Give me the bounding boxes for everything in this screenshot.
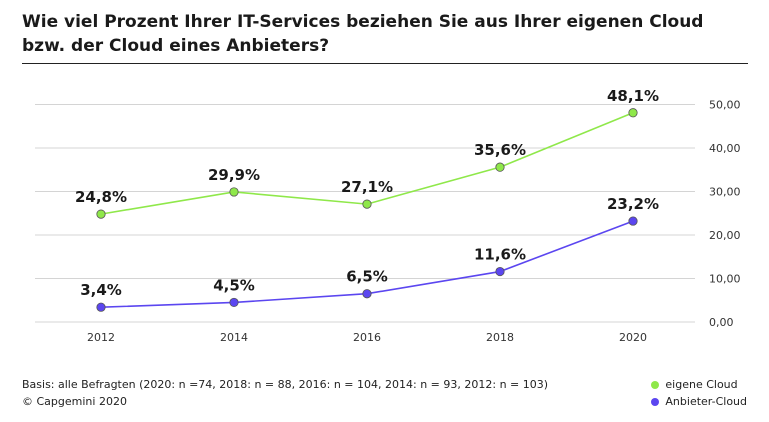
legend-item-anbieter-cloud: Anbieter-Cloud (651, 393, 747, 410)
y-tick-label: 20,00 (709, 229, 741, 242)
data-label: 48,1% (607, 87, 659, 105)
x-tick-label: 2020 (619, 331, 647, 344)
y-axis-ticks: 0,00 10,00 20,00 30,00 40,00 50,00 (709, 99, 741, 330)
data-point (495, 266, 505, 277)
gridlines (35, 104, 695, 323)
data-point (362, 289, 372, 299)
data-point (362, 199, 372, 209)
data-label: 35,6% (474, 141, 526, 159)
y-tick-label: 10,00 (709, 273, 741, 286)
y-tick-label: 0,00 (709, 316, 734, 329)
data-label: 11,6% (474, 246, 526, 264)
legend-label-eigene-cloud: eigene Cloud (665, 378, 738, 391)
copyright-note: © Capgemini 2020 (22, 395, 127, 408)
x-tick-label: 2014 (220, 331, 248, 344)
data-label: 29,9% (208, 166, 260, 184)
data-point (628, 216, 638, 226)
legend-marker-anbieter-cloud (651, 397, 660, 406)
y-tick-label: 50,00 (709, 99, 741, 112)
series-points (96, 108, 638, 312)
data-label: 3,4% (80, 281, 122, 299)
data-point (495, 162, 505, 172)
data-point (96, 209, 106, 219)
data-point (96, 302, 106, 312)
chart-footer: Basis: alle Befragten (2020: n =74, 2018… (22, 376, 548, 410)
x-tick-label: 2012 (87, 331, 115, 344)
x-tick-label: 2018 (486, 331, 514, 344)
data-point (229, 297, 239, 308)
legend-label-anbieter-cloud: Anbieter-Cloud (665, 395, 747, 408)
data-label: 24,8% (75, 188, 127, 206)
y-tick-label: 40,00 (709, 142, 741, 155)
title-divider (22, 63, 748, 64)
data-label: 23,2% (607, 195, 659, 213)
legend-item-eigene-cloud: eigene Cloud (651, 376, 747, 393)
data-labels: 24,8% 29,9% 27,1% 35,6% 48,1% 3,4% 4,5% 6,5% 11,… (75, 87, 659, 299)
data-point (229, 187, 239, 197)
chart-legend: eigene Cloud Anbieter-Cloud (651, 376, 747, 410)
data-label: 4,5% (213, 276, 255, 294)
legend-marker-eigene-cloud (651, 380, 660, 389)
data-label: 6,5% (346, 268, 388, 286)
y-tick-label: 30,00 (709, 186, 741, 199)
series-line (100, 112, 634, 215)
basis-note: Basis: alle Befragten (2020: n =74, 2018… (22, 378, 549, 391)
data-label: 27,1% (341, 178, 393, 196)
x-tick-label: 2016 (353, 331, 381, 344)
data-point (628, 108, 638, 118)
x-axis-ticks: 2012 2014 2016 2018 2020 (87, 331, 647, 344)
chart-title: Wie viel Prozent Ihrer IT-Services bezie… (22, 12, 704, 56)
